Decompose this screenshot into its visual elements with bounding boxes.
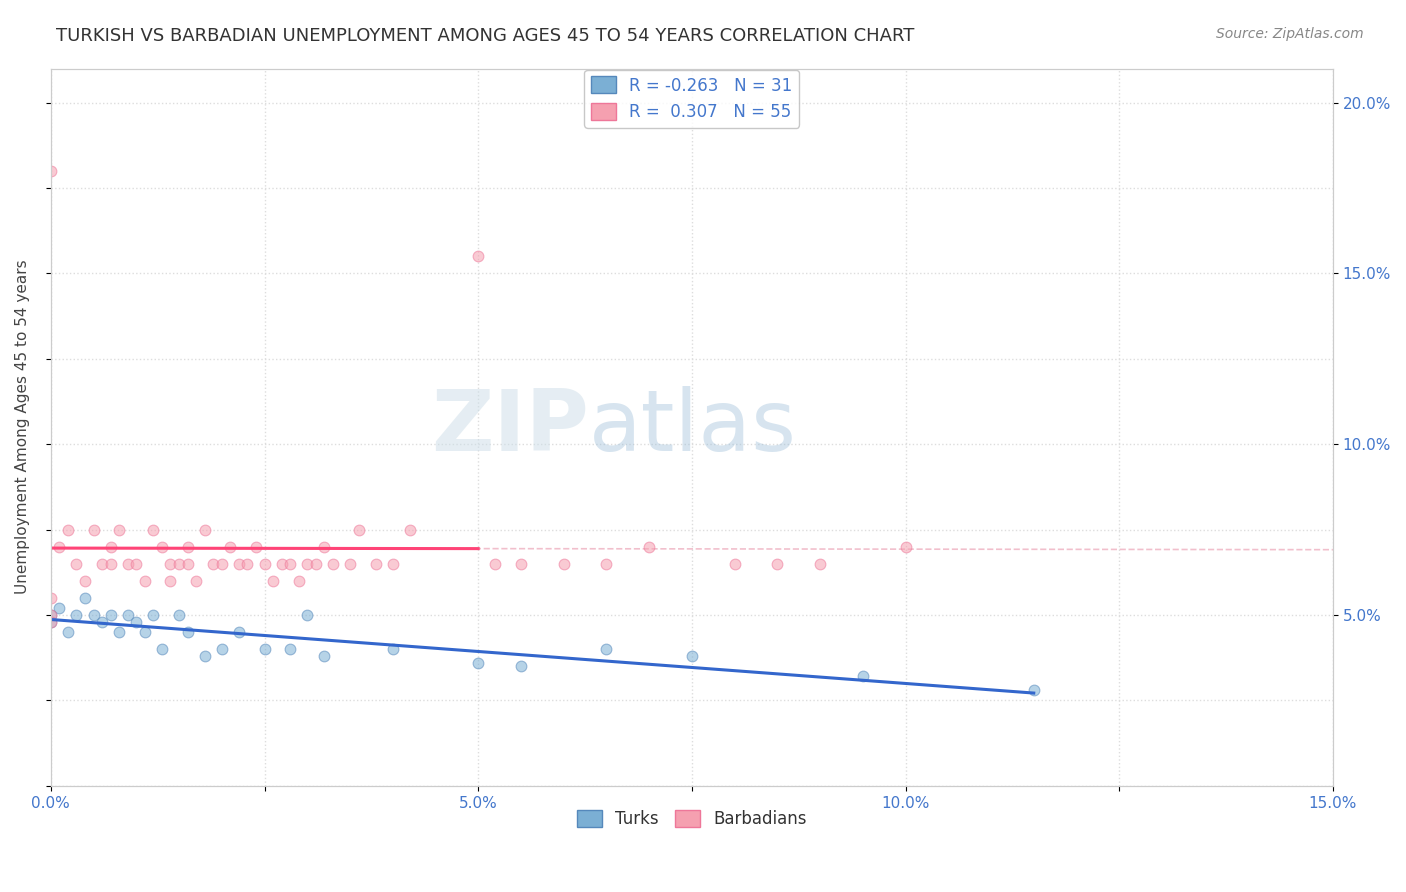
Point	[322, 557, 344, 571]
Point	[167, 557, 190, 571]
Point	[236, 557, 259, 571]
Point	[150, 540, 173, 554]
Point	[681, 648, 703, 663]
Point	[65, 607, 87, 622]
Point	[467, 249, 489, 263]
Point	[134, 574, 156, 588]
Point	[39, 607, 62, 622]
Point	[595, 642, 617, 657]
Point	[117, 607, 139, 622]
Point	[253, 557, 276, 571]
Point	[347, 523, 370, 537]
Point	[510, 659, 533, 673]
Point	[167, 607, 190, 622]
Text: ZIP: ZIP	[432, 385, 589, 468]
Point	[305, 557, 328, 571]
Point	[39, 591, 62, 605]
Point	[176, 557, 198, 571]
Point	[100, 557, 122, 571]
Point	[228, 625, 250, 640]
Point	[278, 557, 301, 571]
Point	[48, 540, 70, 554]
Point	[381, 642, 404, 657]
Point	[56, 625, 79, 640]
Point	[125, 557, 148, 571]
Point	[510, 557, 533, 571]
Point	[91, 557, 114, 571]
Point	[108, 523, 131, 537]
Point	[766, 557, 789, 571]
Point	[278, 642, 301, 657]
Point	[117, 557, 139, 571]
Point	[270, 557, 292, 571]
Point	[467, 656, 489, 670]
Point	[894, 540, 917, 554]
Point	[314, 648, 336, 663]
Point	[553, 557, 575, 571]
Point	[484, 557, 506, 571]
Point	[364, 557, 387, 571]
Point	[211, 557, 233, 571]
Point	[202, 557, 225, 571]
Point	[100, 607, 122, 622]
Point	[150, 642, 173, 657]
Point	[134, 625, 156, 640]
Point	[1022, 683, 1045, 698]
Point	[176, 540, 198, 554]
Point	[159, 557, 181, 571]
Point	[73, 574, 96, 588]
Text: Source: ZipAtlas.com: Source: ZipAtlas.com	[1216, 27, 1364, 41]
Point	[56, 523, 79, 537]
Point	[314, 540, 336, 554]
Point	[262, 574, 284, 588]
Point	[194, 648, 217, 663]
Point	[142, 523, 165, 537]
Point	[398, 523, 420, 537]
Point	[176, 625, 198, 640]
Point	[39, 615, 62, 629]
Point	[39, 607, 62, 622]
Point	[48, 601, 70, 615]
Point	[108, 625, 131, 640]
Legend: Turks, Barbadians: Turks, Barbadians	[569, 804, 814, 835]
Text: atlas: atlas	[589, 385, 797, 468]
Point	[339, 557, 361, 571]
Point	[159, 574, 181, 588]
Text: TURKISH VS BARBADIAN UNEMPLOYMENT AMONG AGES 45 TO 54 YEARS CORRELATION CHART: TURKISH VS BARBADIAN UNEMPLOYMENT AMONG …	[56, 27, 915, 45]
Point	[723, 557, 745, 571]
Point	[125, 615, 148, 629]
Point	[83, 523, 105, 537]
Y-axis label: Unemployment Among Ages 45 to 54 years: Unemployment Among Ages 45 to 54 years	[15, 260, 30, 594]
Point	[228, 557, 250, 571]
Point	[73, 591, 96, 605]
Point	[65, 557, 87, 571]
Point	[39, 164, 62, 178]
Point	[184, 574, 207, 588]
Point	[808, 557, 831, 571]
Point	[142, 607, 165, 622]
Point	[211, 642, 233, 657]
Point	[253, 642, 276, 657]
Point	[297, 607, 319, 622]
Point	[83, 607, 105, 622]
Point	[39, 615, 62, 629]
Point	[381, 557, 404, 571]
Point	[91, 615, 114, 629]
Point	[297, 557, 319, 571]
Point	[100, 540, 122, 554]
Point	[287, 574, 309, 588]
Point	[194, 523, 217, 537]
Point	[219, 540, 242, 554]
Point	[595, 557, 617, 571]
Point	[852, 669, 875, 683]
Point	[638, 540, 661, 554]
Point	[245, 540, 267, 554]
